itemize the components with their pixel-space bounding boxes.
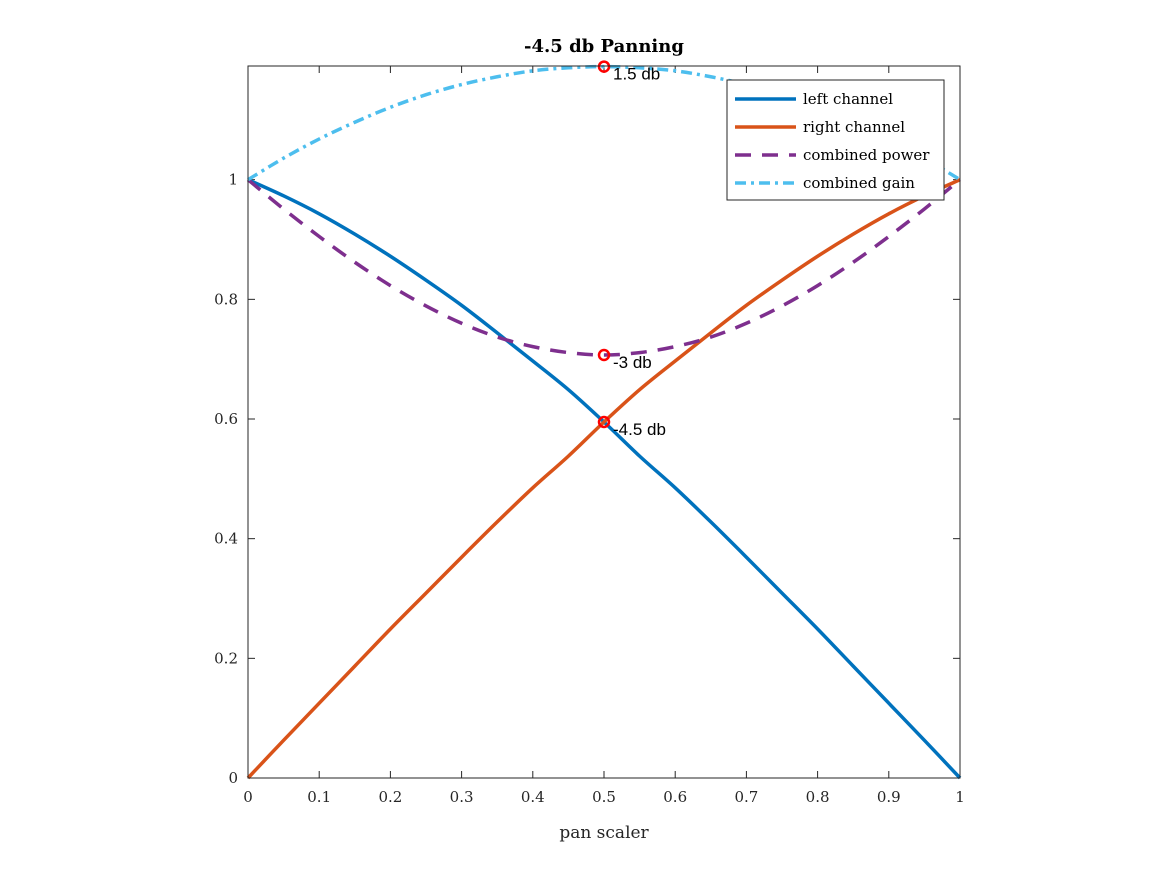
legend-label: combined gain <box>803 174 915 192</box>
annotation-label: 1.5 db <box>613 65 660 84</box>
x-tick-label: 0.9 <box>877 788 901 806</box>
x-tick-label: 0.2 <box>378 788 402 806</box>
chart-title: -4.5 db Panning <box>524 36 684 57</box>
x-tick-label: 0 <box>243 788 253 806</box>
annotation-label: -4.5 db <box>613 420 666 439</box>
axes-box <box>247 65 961 779</box>
x-tick-label: 0.6 <box>663 788 687 806</box>
x-tick-label: 0.4 <box>521 788 545 806</box>
ticks: 0 0.1 0.2 0.3 0.4 0.5 0.6 0.7 0.8 0.9 1 0 0.2 0.4 0.6 0… <box>214 66 965 806</box>
y-tick-label: 0.2 <box>214 649 238 667</box>
y-tick-label: 0.4 <box>214 530 238 548</box>
legend-item[interactable]: combined power <box>735 146 930 164</box>
x-tick-label: 1 <box>955 788 965 806</box>
x-tick-label: 0.7 <box>734 788 758 806</box>
legend-label: combined power <box>803 146 930 164</box>
legend-item[interactable]: left channel <box>735 90 893 108</box>
y-tick-label: 0.6 <box>214 410 238 428</box>
series-line-combined-power <box>246 178 962 357</box>
annotation-label: -3 db <box>613 353 652 372</box>
legend-label: right channel <box>803 118 905 136</box>
x-tick-label: 0.3 <box>450 788 474 806</box>
x-tick-label: 0.8 <box>806 788 830 806</box>
legend-item[interactable]: combined gain <box>735 174 915 192</box>
y-tick-label: 0.8 <box>214 290 238 308</box>
legend-label: left channel <box>803 90 893 108</box>
x-tick-label: 0.1 <box>307 788 331 806</box>
x-axis-label: pan scaler <box>559 823 649 843</box>
series-line-right-channel <box>246 178 961 780</box>
annotation-marker <box>597 348 611 362</box>
y-tick-label: 1 <box>228 171 238 189</box>
legend-item[interactable]: right channel <box>735 118 905 136</box>
annotation-marker <box>597 415 611 429</box>
annotation-markers: 1.5 db -3 db -4.5 db <box>597 60 666 439</box>
annotation-marker <box>597 60 611 73</box>
x-tick-label: 0.5 <box>592 788 616 806</box>
legend[interactable]: left channel right channel combined power c… <box>726 79 945 201</box>
y-tick-label: 0 <box>228 769 238 787</box>
